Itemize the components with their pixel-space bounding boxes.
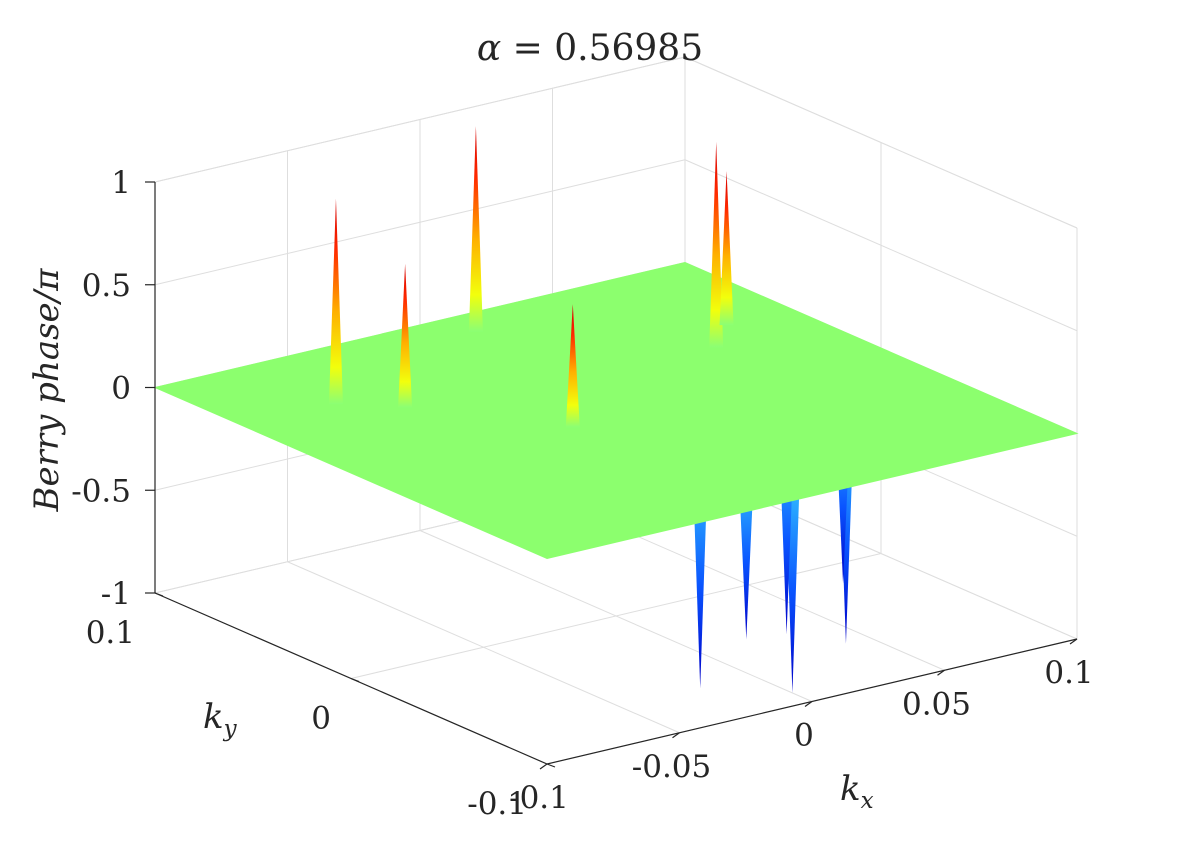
peak-spike [709, 141, 724, 348]
y-axis-label-sub: y [223, 716, 238, 742]
y-axis-label: ky [203, 697, 238, 742]
chart-title: α = 0.56985 [477, 28, 703, 69]
x-tick-label: -0.05 [632, 749, 712, 785]
y-tick-mark [154, 592, 164, 597]
y-tick-label: 0.1 [86, 615, 135, 651]
peak-series [328, 126, 734, 428]
title-value: 0.56985 [554, 28, 703, 69]
back-wall-grid-z [154, 159, 686, 286]
peak-spike [719, 171, 734, 326]
side-wall-grid-z [684, 159, 1078, 332]
y-tick-mark [350, 677, 360, 683]
x-axis-label-main: k [840, 769, 861, 809]
box-edge-top-back [154, 56, 686, 183]
floor-grid-y [350, 553, 882, 679]
dip-spike [739, 485, 754, 640]
x-tick-mark [937, 669, 945, 676]
x-tick-mark [539, 763, 548, 770]
axis-lines [145, 181, 1078, 770]
peak-spike [468, 126, 483, 332]
z-tick-label: 0.5 [82, 268, 131, 304]
x-tick-mark [804, 701, 813, 707]
x-tick-label: 0 [794, 718, 814, 754]
title-prefix: α = [477, 28, 554, 69]
x-tick-mark [1069, 638, 1078, 645]
x-tick-label: 0.05 [902, 686, 971, 722]
x-axis-label-sub: x [861, 788, 874, 814]
z-tick-label: 1 [111, 165, 131, 201]
z-axis-label-text: Berry phase/π [27, 268, 67, 513]
x-axis-label: kx [840, 769, 874, 814]
surface-plane [153, 261, 1079, 560]
y-tick-label: 0 [311, 701, 331, 737]
y-tick-label: -0.1 [467, 786, 527, 822]
peak-spike [398, 263, 413, 408]
x-tick-label: 0.1 [1044, 655, 1093, 691]
peak-spike [328, 198, 343, 405]
x-tick-mark [672, 732, 680, 739]
peak-spike [565, 303, 580, 428]
box-edge-top-side [684, 56, 1078, 229]
y-tick-mark [546, 763, 556, 768]
y-axis-label-main: k [203, 697, 224, 737]
surface-plane-face [153, 261, 1079, 560]
z-tick-label: 0 [111, 371, 131, 407]
z-tick-label: -1 [101, 576, 131, 612]
z-tick-label: -0.5 [71, 473, 131, 509]
x-tick-label: -0.1 [509, 780, 569, 816]
dip-spike [693, 482, 708, 689]
z-axis-label: Berry phase/π [27, 268, 67, 513]
